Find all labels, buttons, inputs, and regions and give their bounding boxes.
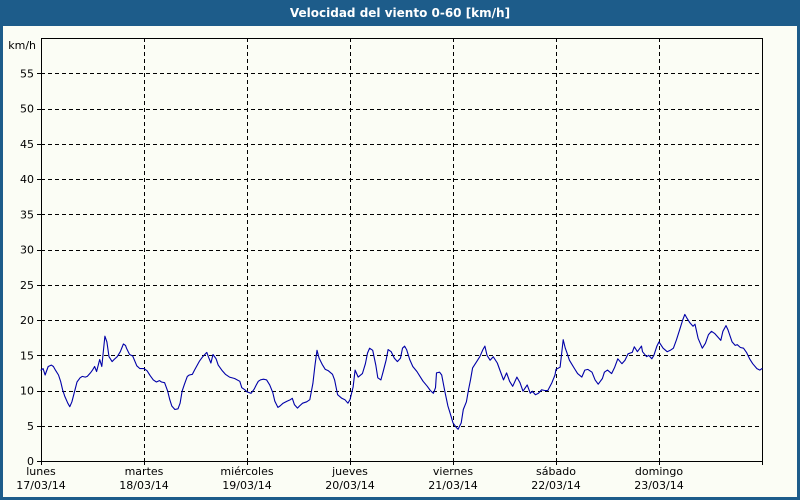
chart-title: Velocidad del viento 0-60 [km/h] xyxy=(289,6,511,20)
chart-area xyxy=(3,26,797,497)
title-bar: Velocidad del viento 0-60 [km/h] xyxy=(0,0,800,26)
